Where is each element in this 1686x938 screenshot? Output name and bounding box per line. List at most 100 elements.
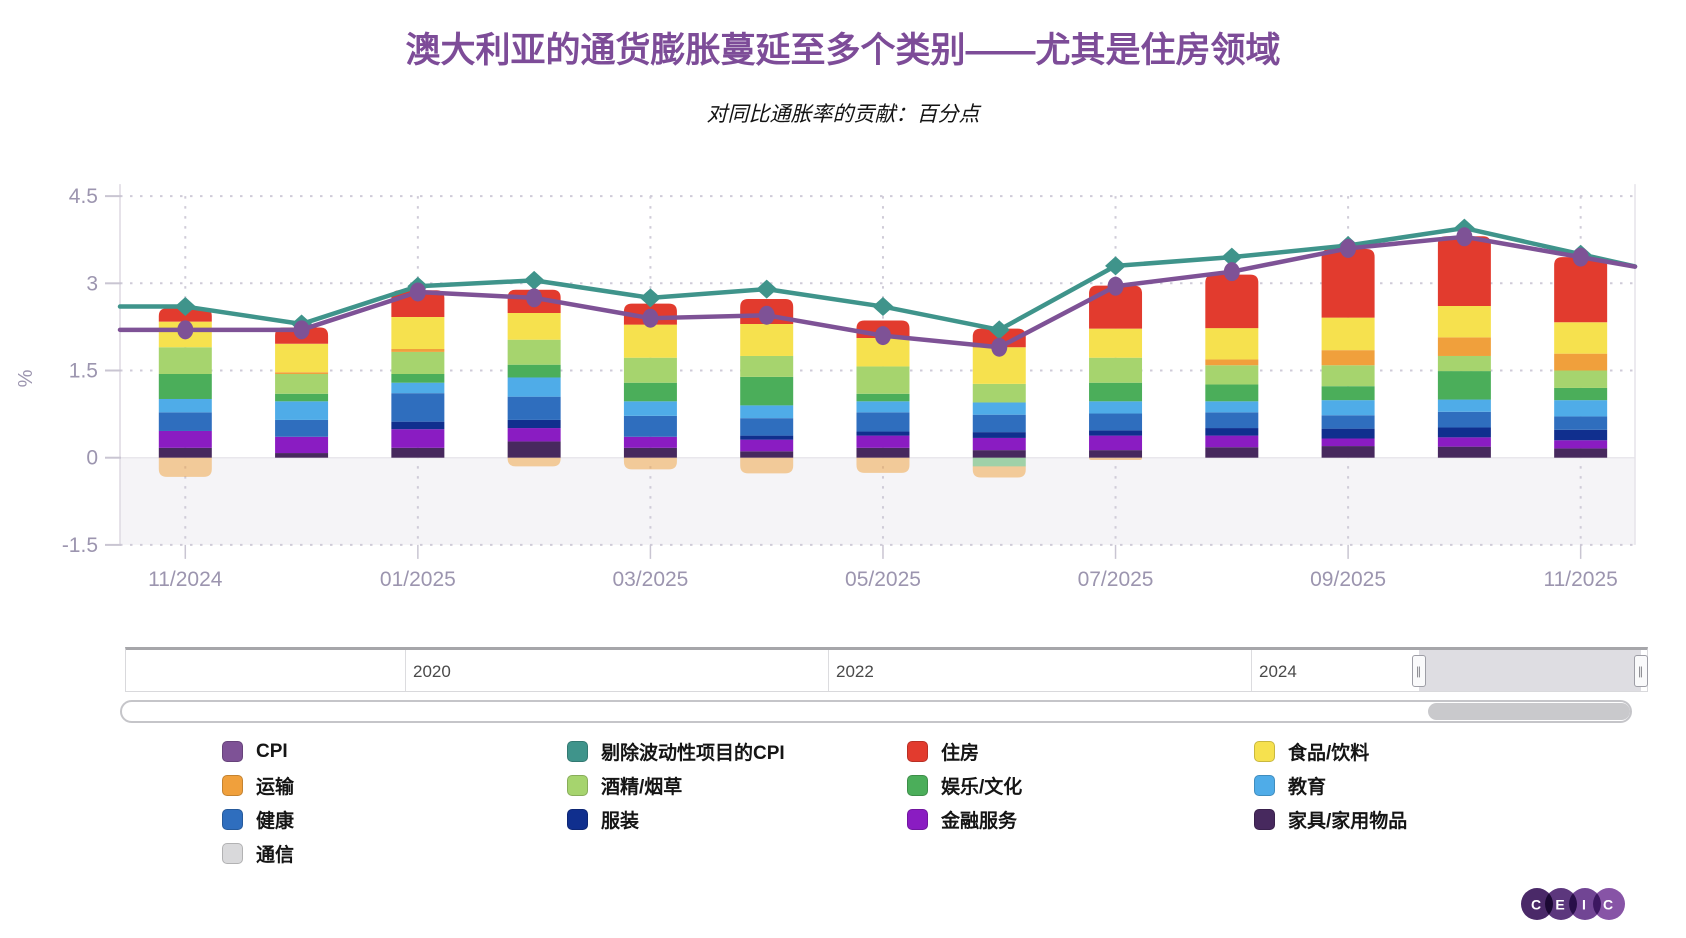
bar-segment[interactable] xyxy=(1089,401,1143,414)
bar-segment[interactable] xyxy=(1089,430,1143,436)
bar-segment[interactable] xyxy=(275,343,329,373)
bar-segment[interactable] xyxy=(623,324,677,358)
bar-segment[interactable] xyxy=(1437,446,1491,458)
legend-item[interactable]: 酒精/烟草 xyxy=(567,775,785,798)
cpi-marker[interactable] xyxy=(526,288,543,308)
bar-segment[interactable] xyxy=(856,447,910,458)
range-navigator[interactable]: 2020 2022 2024 ∥ ∥ xyxy=(125,647,1648,692)
bar-segment[interactable] xyxy=(740,324,794,356)
bar-segment[interactable] xyxy=(856,393,910,402)
bar-segment[interactable] xyxy=(972,432,1026,438)
legend-item[interactable]: 服装 xyxy=(567,809,785,832)
bar-segment[interactable] xyxy=(158,430,212,448)
bar-segment[interactable] xyxy=(972,450,1026,458)
bar-segment[interactable] xyxy=(507,441,561,458)
bar-segment[interactable] xyxy=(275,436,329,454)
bar-segment[interactable] xyxy=(275,419,329,437)
bar-segment[interactable] xyxy=(391,382,445,394)
bar-segment[interactable] xyxy=(1554,440,1608,449)
bar-segment[interactable] xyxy=(623,401,677,416)
bar-segment[interactable] xyxy=(1437,411,1491,428)
bar-segment[interactable] xyxy=(1321,415,1375,429)
bar-segment[interactable] xyxy=(1321,317,1375,351)
bar-segment[interactable] xyxy=(623,447,677,458)
bar-segment[interactable] xyxy=(740,405,794,419)
horizontal-scrollbar[interactable] xyxy=(120,700,1632,723)
bar-segment-negative[interactable] xyxy=(972,466,1026,478)
bar-segment[interactable] xyxy=(1089,328,1143,358)
legend-item[interactable]: 食品/饮料 xyxy=(1254,741,1407,764)
bar-segment[interactable] xyxy=(1321,446,1375,458)
bar-segment-negative[interactable] xyxy=(507,457,561,467)
bar-segment[interactable] xyxy=(507,428,561,442)
navigator-right-handle[interactable]: ∥ xyxy=(1634,655,1648,687)
bar-segment[interactable] xyxy=(507,419,561,429)
cpi-marker[interactable] xyxy=(991,337,1008,357)
navigator-selected-range[interactable] xyxy=(1419,650,1641,691)
bar-segment[interactable] xyxy=(1205,447,1259,458)
bar-segment[interactable] xyxy=(158,373,212,399)
bar-segment[interactable] xyxy=(1321,249,1375,318)
bar-segment[interactable] xyxy=(1554,400,1608,417)
bar-segment-negative[interactable] xyxy=(856,457,910,473)
cpi-marker[interactable] xyxy=(409,282,426,302)
bar-segment[interactable] xyxy=(1437,305,1491,338)
cpi-marker[interactable] xyxy=(1572,247,1589,267)
bar-segment[interactable] xyxy=(391,317,445,349)
bar-segment[interactable] xyxy=(275,393,329,402)
cpi-ex-volatile-marker[interactable] xyxy=(988,320,1010,340)
bar-segment[interactable] xyxy=(391,429,445,448)
cpi-ex-volatile-marker[interactable] xyxy=(523,270,545,290)
cpi-marker[interactable] xyxy=(1340,238,1357,258)
bar-segment[interactable] xyxy=(507,377,561,397)
bar-segment-negative[interactable] xyxy=(623,457,677,470)
bar-segment[interactable] xyxy=(1321,400,1375,416)
bar-segment[interactable] xyxy=(623,382,677,402)
bar-segment[interactable] xyxy=(158,347,212,374)
legend-item[interactable]: 通信 xyxy=(222,843,294,866)
bar-segment[interactable] xyxy=(507,364,561,378)
scrollbar-thumb[interactable] xyxy=(1428,703,1630,720)
bar-segment[interactable] xyxy=(391,421,445,430)
bar-segment[interactable] xyxy=(1205,328,1259,360)
bar-segment[interactable] xyxy=(391,393,445,422)
bar-segment[interactable] xyxy=(1321,438,1375,447)
legend-item[interactable]: 家具/家用物品 xyxy=(1254,809,1407,832)
bar-segment[interactable] xyxy=(1321,365,1375,387)
cpi-marker[interactable] xyxy=(642,308,659,328)
bar-segment[interactable] xyxy=(972,383,1026,403)
cpi-ex-volatile-marker[interactable] xyxy=(756,279,778,299)
bar-segment[interactable] xyxy=(1205,401,1259,413)
bar-segment[interactable] xyxy=(158,412,212,431)
cpi-ex-volatile-marker[interactable] xyxy=(1221,247,1243,267)
bar-segment[interactable] xyxy=(507,312,561,340)
bar-segment[interactable] xyxy=(1554,322,1608,354)
bar-segment[interactable] xyxy=(1089,357,1143,383)
bar-segment[interactable] xyxy=(1437,399,1491,412)
bar-segment[interactable] xyxy=(1205,274,1259,329)
bar-segment[interactable] xyxy=(740,435,794,440)
bar-segment[interactable] xyxy=(1554,353,1608,371)
bar-segment[interactable] xyxy=(740,418,794,436)
cpi-ex-volatile-marker[interactable] xyxy=(872,297,894,317)
bar-segment[interactable] xyxy=(623,415,677,437)
bar-segment[interactable] xyxy=(1089,413,1143,431)
bar-segment[interactable] xyxy=(972,437,1026,451)
bar-segment[interactable] xyxy=(275,373,329,394)
bar-segment[interactable] xyxy=(1437,337,1491,356)
bar-segment[interactable] xyxy=(856,412,910,432)
legend-item[interactable]: 健康 xyxy=(222,809,294,832)
bar-segment[interactable] xyxy=(856,366,910,394)
bar-segment[interactable] xyxy=(1205,435,1259,448)
bar-segment-negative[interactable] xyxy=(740,457,794,474)
bar-segment[interactable] xyxy=(740,439,794,452)
bar-segment[interactable] xyxy=(158,398,212,413)
cpi-marker[interactable] xyxy=(177,320,194,340)
bar-segment[interactable] xyxy=(391,447,445,458)
bar-segment[interactable] xyxy=(391,351,445,374)
bar-segment[interactable] xyxy=(1437,355,1491,372)
cpi-marker[interactable] xyxy=(1223,262,1240,282)
bar-segment[interactable] xyxy=(1089,435,1143,451)
bar-segment[interactable] xyxy=(972,414,1026,433)
bar-segment[interactable] xyxy=(1437,236,1491,306)
